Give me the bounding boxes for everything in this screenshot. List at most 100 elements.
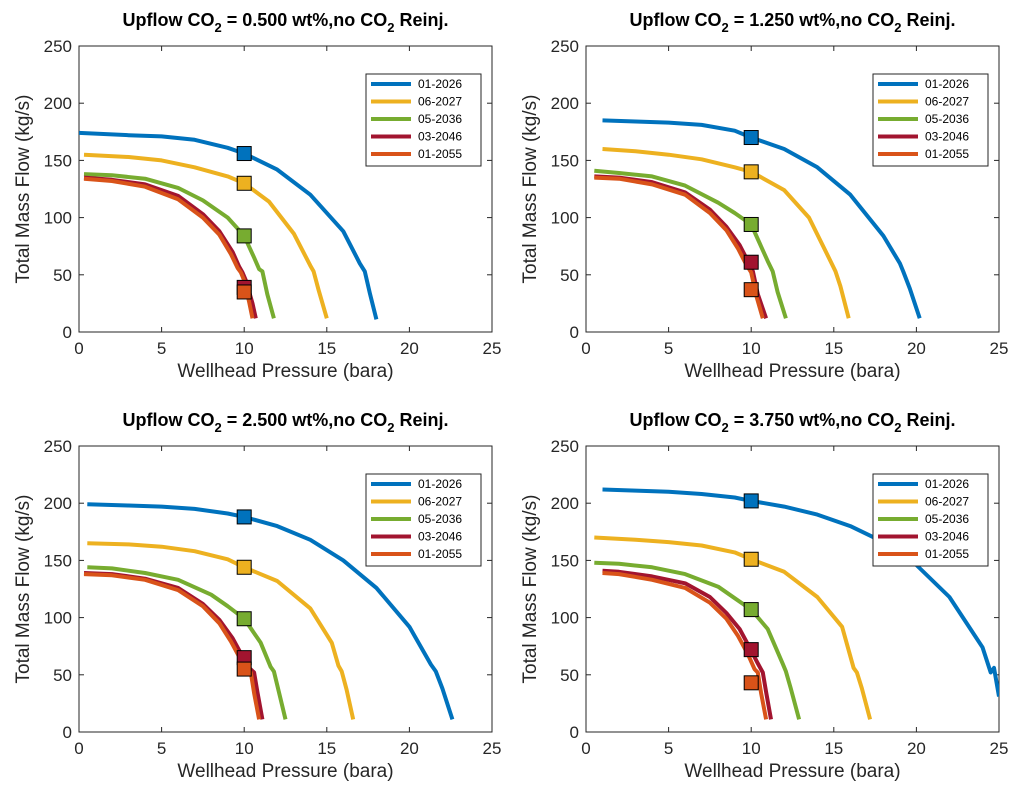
title-part: Reinj.	[395, 10, 449, 30]
title-part: = 1.250 wt%,no CO	[729, 10, 895, 30]
y-tick-label: 100	[551, 609, 579, 628]
x-tick-label: 15	[824, 739, 843, 758]
series-line-01-2026	[602, 118, 922, 319]
x-tick-label: 20	[400, 739, 419, 758]
y-tick-label: 100	[551, 209, 579, 228]
series-marker-01-2026	[743, 493, 759, 509]
series-line-03-2046	[602, 568, 773, 720]
y-tick-label: 150	[551, 151, 579, 170]
x-axis-label: Wellhead Pressure (bara)	[684, 361, 900, 382]
legend-label: 05-2036	[925, 112, 969, 126]
legend-label: 06-2027	[418, 495, 462, 509]
x-tick-label: 20	[907, 739, 926, 758]
x-tick-label: 20	[907, 339, 926, 358]
title-part: Upflow CO	[629, 10, 721, 30]
series-line-06-2027	[602, 147, 851, 319]
y-tick-label: 200	[44, 94, 72, 113]
y-tick-label: 200	[44, 494, 72, 513]
y-tick-label: 250	[551, 37, 579, 56]
legend-label: 01-2055	[925, 147, 969, 161]
title-subscript: 2	[894, 20, 901, 35]
series-marker-03-2046	[743, 642, 759, 658]
y-tick-label: 150	[44, 151, 72, 170]
legend-label: 01-2055	[418, 147, 462, 161]
series-marker-05-2036	[743, 602, 759, 618]
x-tick-label: 25	[990, 739, 1009, 758]
x-tick-label: 15	[317, 739, 336, 758]
legend-label: 01-2026	[925, 77, 969, 91]
series-line-01-2026	[87, 502, 455, 721]
series-line-06-2027	[87, 541, 356, 720]
series-marker-01-2026	[236, 146, 252, 162]
legend-label: 01-2026	[418, 477, 462, 491]
y-tick-label: 0	[63, 323, 72, 342]
y-tick-label: 100	[44, 609, 72, 628]
x-axis-label: Wellhead Pressure (bara)	[684, 761, 900, 782]
series-line-06-2027	[594, 535, 873, 720]
x-tick-label: 25	[483, 339, 502, 358]
title-subscript: 2	[387, 20, 394, 35]
title-part: Reinj.	[395, 410, 449, 430]
x-tick-label: 5	[664, 739, 673, 758]
y-tick-label: 200	[551, 494, 579, 513]
x-tick-label: 15	[824, 339, 843, 358]
series-marker-01-2055	[236, 661, 252, 677]
title-part: Upflow CO	[122, 410, 214, 430]
y-tick-label: 200	[551, 94, 579, 113]
series-marker-01-2026	[236, 509, 252, 525]
legend-label: 01-2026	[418, 77, 462, 91]
chart-title: Upflow CO2 = 3.750 wt%,no CO2 Reinj.	[629, 410, 955, 435]
title-subscript: 2	[721, 20, 728, 35]
title-part: Upflow CO	[629, 410, 721, 430]
y-tick-label: 150	[44, 551, 72, 570]
y-tick-label: 50	[53, 266, 72, 285]
chart-title: Upflow CO2 = 1.250 wt%,no CO2 Reinj.	[629, 10, 955, 35]
legend-label: 01-2055	[925, 547, 969, 561]
x-tick-label: 10	[235, 339, 254, 358]
y-tick-label: 250	[44, 37, 72, 56]
y-tick-label: 100	[44, 209, 72, 228]
legend-label: 03-2046	[925, 530, 969, 544]
x-tick-label: 0	[581, 739, 590, 758]
x-tick-label: 5	[664, 339, 673, 358]
y-tick-label: 0	[570, 323, 579, 342]
legend-label: 05-2036	[925, 512, 969, 526]
series-marker-05-2036	[236, 611, 252, 627]
legend-label: 03-2046	[418, 530, 462, 544]
series-line-01-2026	[602, 487, 999, 697]
x-tick-label: 10	[742, 739, 761, 758]
series-marker-01-2026	[743, 130, 759, 146]
series-line-01-2026	[79, 130, 379, 320]
x-tick-label: 0	[74, 739, 83, 758]
x-tick-label: 10	[235, 739, 254, 758]
y-tick-label: 50	[53, 666, 72, 685]
y-tick-label: 150	[551, 551, 579, 570]
legend-label: 05-2036	[418, 512, 462, 526]
series-marker-06-2027	[743, 551, 759, 567]
title-subscript: 2	[214, 20, 221, 35]
x-tick-label: 15	[317, 339, 336, 358]
title-subscript: 2	[894, 420, 901, 435]
series-marker-01-2055	[236, 284, 252, 300]
y-tick-label: 0	[63, 723, 72, 742]
series-marker-05-2036	[236, 228, 252, 244]
chart-title: Upflow CO2 = 0.500 wt%,no CO2 Reinj.	[122, 10, 448, 35]
legend-label: 03-2046	[418, 130, 462, 144]
y-tick-label: 50	[560, 666, 579, 685]
title-part: Reinj.	[902, 10, 956, 30]
legend-label: 06-2027	[925, 95, 969, 109]
y-axis-label: Total Mass Flow (kg/s)	[13, 95, 34, 284]
series-line-05-2036	[594, 560, 802, 720]
title-part: = 3.750 wt%,no CO	[729, 410, 895, 430]
series-line-05-2036	[83, 172, 276, 319]
x-axis-label: Wellhead Pressure (bara)	[177, 761, 393, 782]
chart-title: Upflow CO2 = 2.500 wt%,no CO2 Reinj.	[122, 410, 448, 435]
series-marker-06-2027	[236, 175, 252, 191]
x-axis-label: Wellhead Pressure (bara)	[177, 361, 393, 382]
series-marker-05-2036	[743, 216, 759, 232]
legend-label: 05-2036	[418, 112, 462, 126]
